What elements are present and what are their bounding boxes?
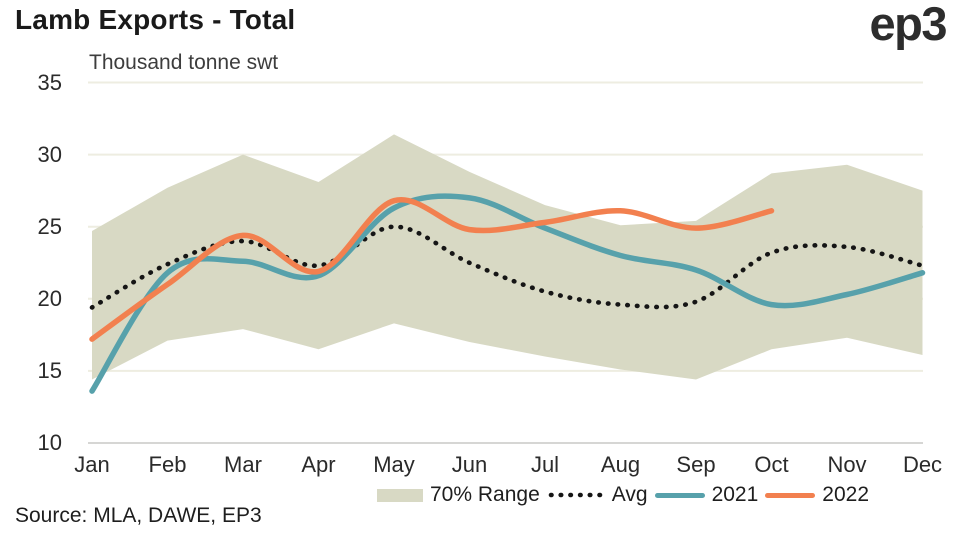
y-tick-label: 30 — [37, 141, 62, 167]
legend-label-range: 70% Range — [430, 483, 540, 506]
chart-legend: 70% Range Avg 2021 2022 — [377, 483, 869, 507]
line-2022 — [89, 197, 775, 342]
avg-dotted-line-icon — [548, 492, 604, 498]
x-tick-label: Dec — [902, 452, 943, 477]
x-tick-label: Mar — [224, 452, 262, 477]
x-tick-label: Aug — [600, 452, 641, 477]
x-tick-label: May — [373, 452, 415, 477]
legend-label-avg: Avg — [611, 483, 648, 506]
x-tick-label: Jul — [530, 452, 560, 477]
y-tick-label: 10 — [37, 430, 62, 455]
source-note: Source: MLA, DAWE, EP3 — [15, 504, 262, 527]
x-tick-label: Oct — [754, 452, 789, 477]
x-tick-label: Jan — [74, 452, 110, 477]
x-tick-label: Feb — [148, 452, 187, 477]
x-tick-label: Apr — [301, 452, 336, 477]
x-tick-label: Nov — [827, 452, 867, 477]
avg-line — [89, 224, 925, 310]
y-tick-label: 35 — [37, 69, 62, 95]
y-tick-label: 15 — [37, 357, 62, 383]
series-2022-line-icon — [765, 492, 816, 498]
ep3-logo: ep3 — [869, 0, 948, 50]
range-band — [92, 134, 923, 380]
range-band-swatch — [377, 488, 423, 502]
line-2021 — [89, 193, 926, 394]
y-tick-label: 25 — [37, 213, 62, 239]
x-tick-label: Jun — [451, 452, 488, 477]
legend-label-2021: 2021 — [711, 483, 759, 506]
legend-label-2022: 2022 — [822, 483, 869, 506]
series-2021-line-icon — [654, 492, 705, 498]
x-tick-label: Sep — [676, 452, 716, 477]
y-axis-unit-label: Thousand tonne swt — [89, 51, 279, 74]
chart-title: Lamb Exports - Total — [15, 4, 296, 35]
y-tick-label: 20 — [37, 285, 62, 311]
